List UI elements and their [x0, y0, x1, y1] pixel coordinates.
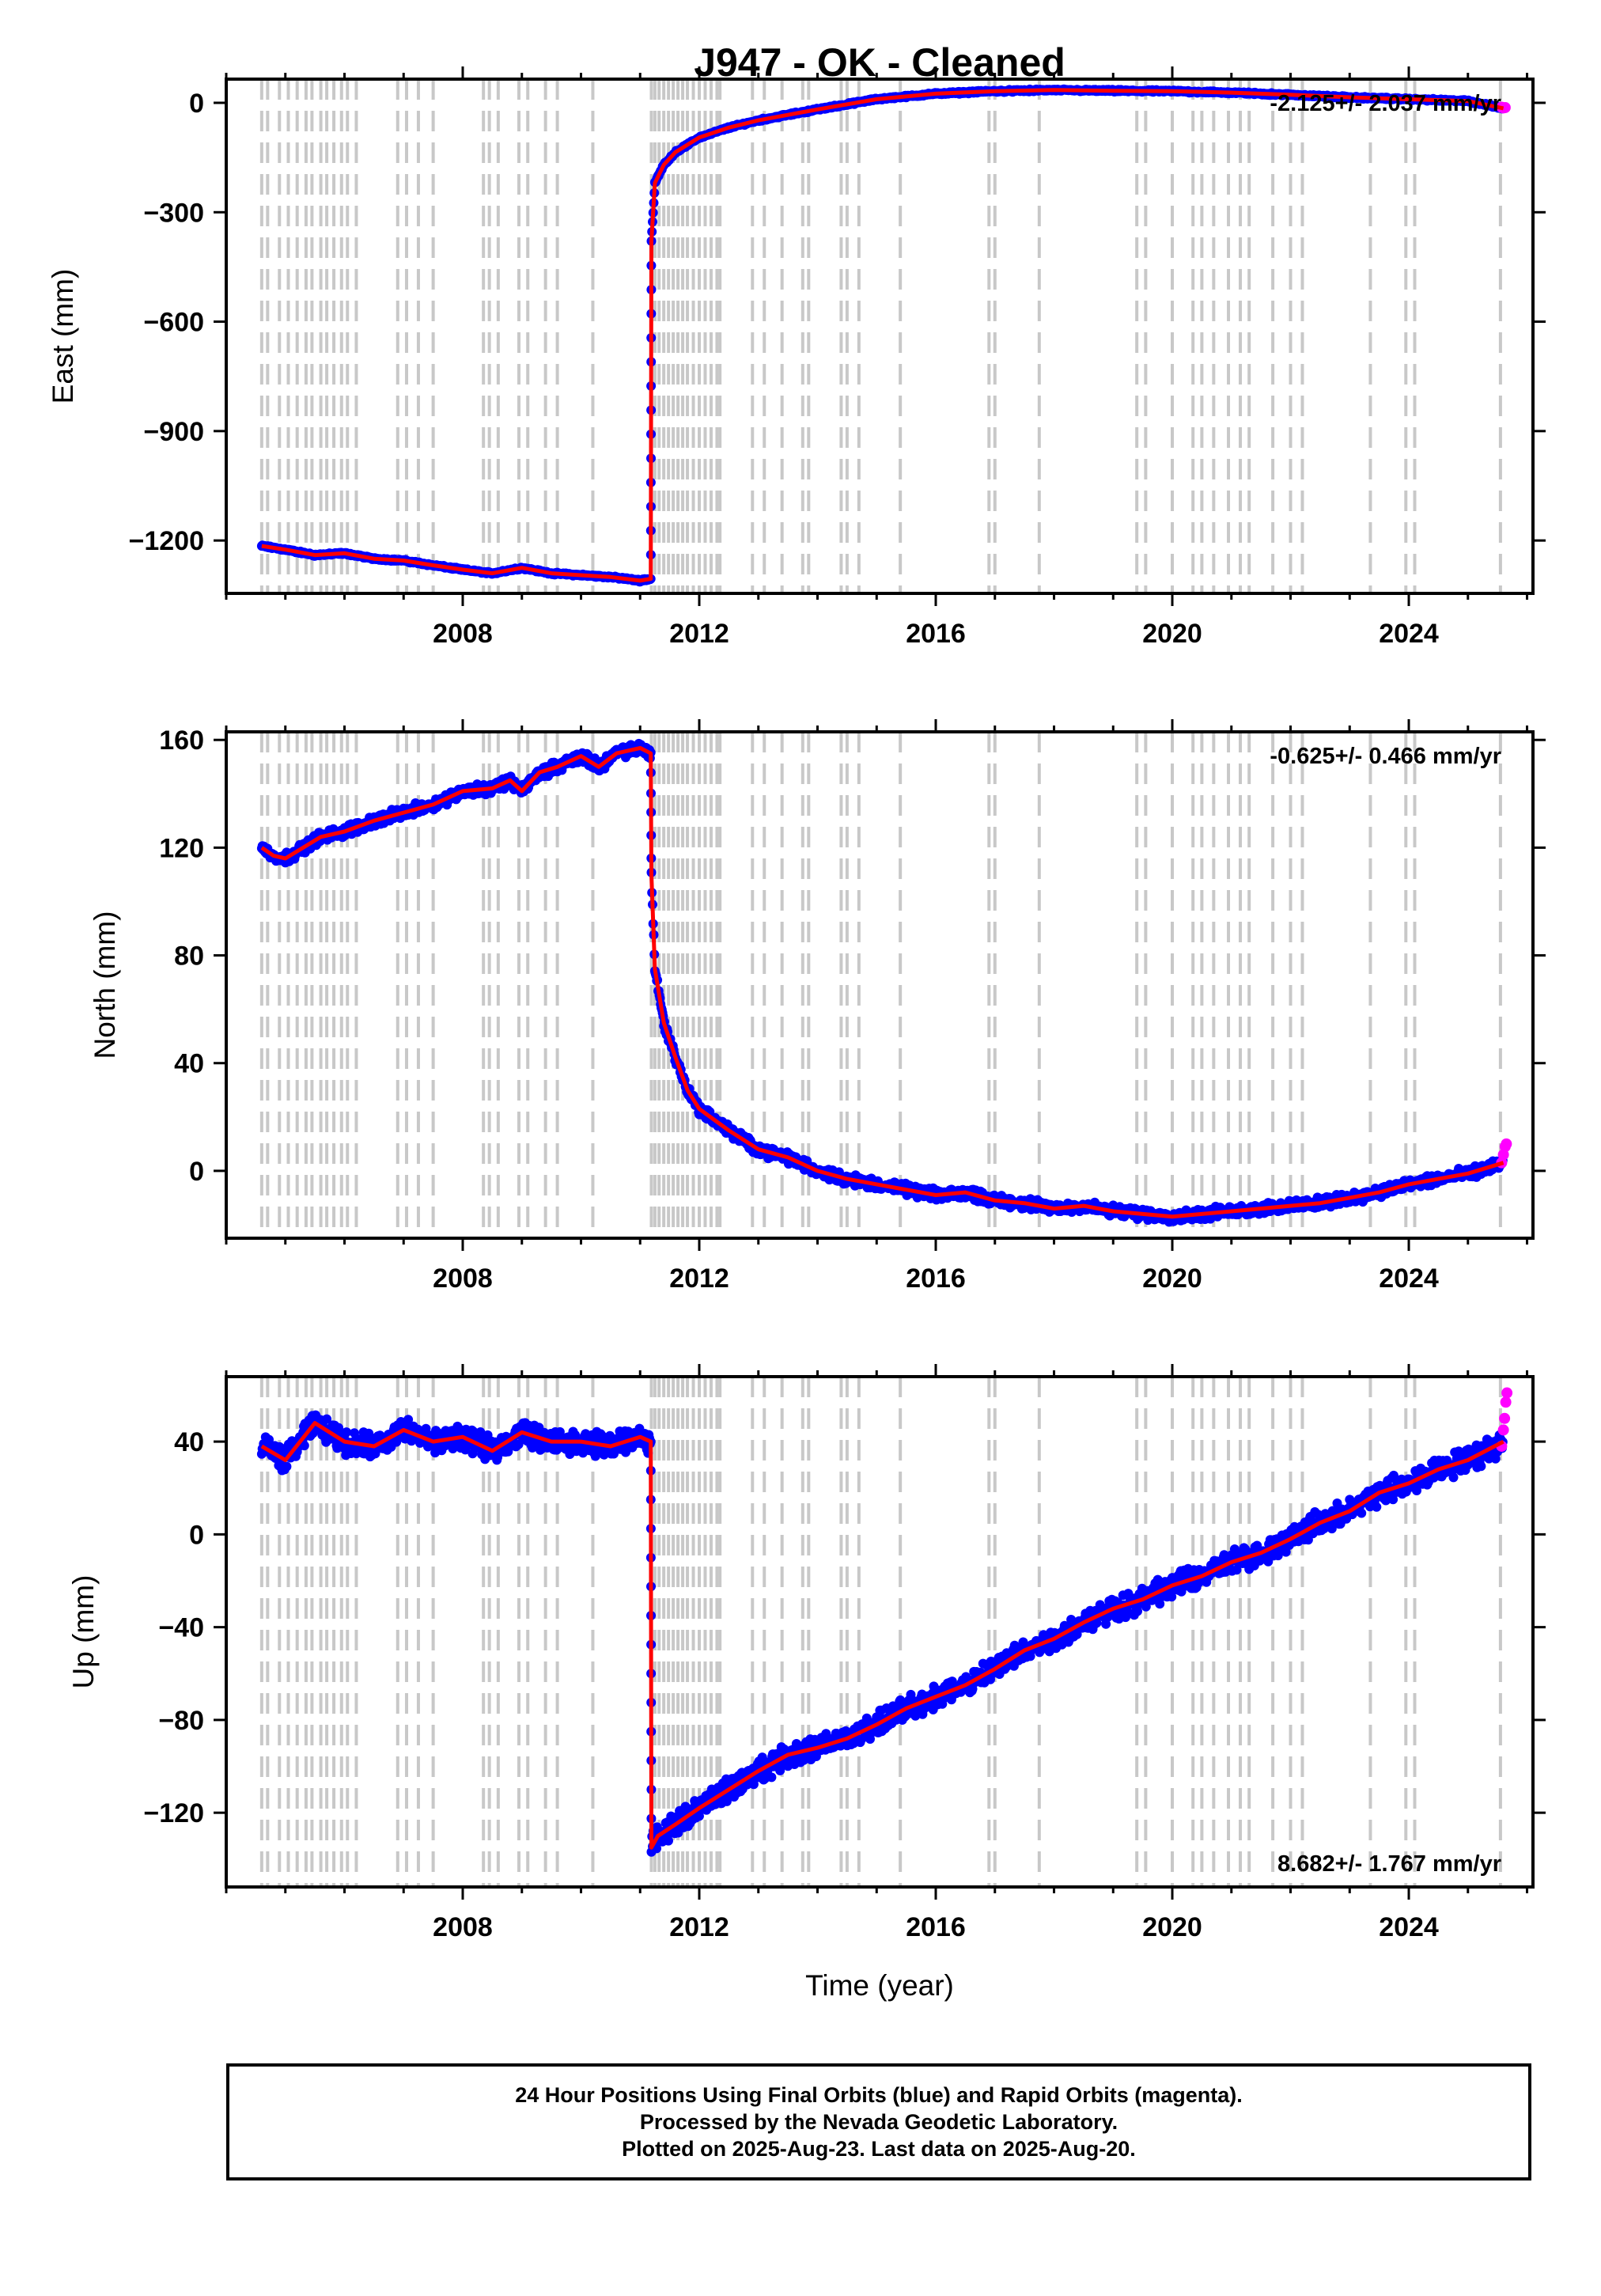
y-tick-label: −900	[143, 417, 204, 447]
final-orbit-point	[403, 1415, 414, 1425]
final-orbit-point	[342, 1427, 351, 1438]
figure-title: J947 - OK - Cleaned	[694, 40, 1065, 85]
final-orbit-point	[664, 1836, 673, 1846]
y-tick-label: 160	[159, 726, 204, 756]
final-orbit-point	[334, 1423, 343, 1433]
velocity-rate-label: -0.625+/- 0.466 mm/yr	[1270, 744, 1501, 769]
plot-area	[256, 1377, 1513, 1887]
panels: 2008 2012 2016 2020 2024 0 −300 −600 −900 −1200 Ea…	[47, 66, 1546, 1942]
model-line	[260, 745, 1504, 1219]
plot-frame	[225, 78, 1535, 595]
plot-area	[256, 79, 1511, 593]
y-tick-label: 0	[189, 1157, 204, 1187]
x-tick-label: 2020	[1142, 1264, 1202, 1294]
final-orbit-point	[282, 1461, 292, 1472]
x-tick-label: 2016	[906, 1264, 966, 1294]
final-orbit-point	[513, 1439, 524, 1449]
final-orbit-point	[421, 1423, 431, 1434]
panel-1: 2008 2012 2016 2020 2024 0 −300 −600 −900 −1200 Ea…	[47, 66, 1546, 649]
final-orbit-point	[299, 1441, 309, 1451]
x-tick-label: 2012	[669, 1264, 729, 1294]
rapid-orbit-point	[1501, 1138, 1512, 1150]
x-tick-label: 2020	[1142, 619, 1202, 649]
panel-2: 2008 2012 2016 2020 2024 160 120 80 40 0 North (mm…	[89, 719, 1546, 1294]
rapid-orbit-point	[1499, 101, 1511, 113]
final-orbit-point	[392, 1437, 402, 1447]
y-axis-label: East (mm)	[47, 269, 79, 404]
y-tick-label: −600	[143, 308, 204, 338]
y-tick-label: 0	[189, 89, 204, 119]
plot-area	[256, 732, 1512, 1238]
x-tick-label: 2008	[433, 1264, 493, 1294]
x-tick-label: 2024	[1379, 1264, 1439, 1294]
y-axis-label: North (mm)	[89, 911, 121, 1059]
y-tick-label: −300	[143, 198, 204, 228]
final-orbit-point	[322, 1414, 332, 1424]
plot-frame	[225, 730, 1535, 1240]
x-tick-label: 2012	[669, 619, 729, 649]
y-tick-label: −1200	[129, 526, 205, 556]
x-tick-label: 2024	[1379, 619, 1439, 649]
x-tick-label: 2008	[433, 619, 493, 649]
final-orbit-point	[493, 1453, 502, 1463]
final-orbit-point	[695, 1811, 704, 1821]
x-tick-label: 2016	[906, 619, 966, 649]
velocity-rate-label: -2.125+/- 2.037 mm/yr	[1270, 91, 1501, 116]
y-tick-label: 120	[159, 833, 204, 863]
final-orbit-point	[264, 1434, 274, 1445]
y-tick-label: 80	[174, 942, 204, 972]
final-orbit-point	[766, 1772, 777, 1783]
model-line	[261, 88, 1504, 583]
y-tick-label: 40	[174, 1049, 204, 1079]
